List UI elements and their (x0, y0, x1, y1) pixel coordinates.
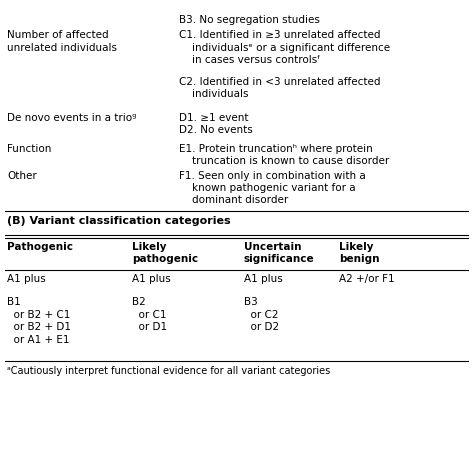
Text: B2
  or C1
  or D1: B2 or C1 or D1 (132, 297, 168, 332)
Text: C2. Identified in <3 unrelated affected
    individuals: C2. Identified in <3 unrelated affected … (179, 77, 381, 99)
Text: B3
  or C2
  or D2: B3 or C2 or D2 (244, 297, 279, 332)
Text: Uncertain
significance: Uncertain significance (244, 242, 315, 264)
Text: A1 plus: A1 plus (244, 274, 283, 284)
Text: D1. ≥1 event
D2. No events: D1. ≥1 event D2. No events (179, 112, 253, 135)
Text: De novo events in a trioᵍ: De novo events in a trioᵍ (7, 112, 137, 122)
Text: Function: Function (7, 144, 52, 154)
Text: Number of affected
unrelated individuals: Number of affected unrelated individuals (7, 30, 117, 53)
Text: Pathogenic: Pathogenic (7, 242, 73, 252)
Text: Likely
benign: Likely benign (339, 242, 380, 264)
Text: A2 +/or F1: A2 +/or F1 (339, 274, 395, 284)
Text: B1
  or B2 + C1
  or B2 + D1
  or A1 + E1: B1 or B2 + C1 or B2 + D1 or A1 + E1 (7, 297, 71, 345)
Text: E1. Protein truncationʰ where protein
    truncation is known to cause disorder: E1. Protein truncationʰ where protein tr… (179, 144, 389, 166)
Text: C1. Identified in ≥3 unrelated affected
    individualsᵉ or a significant differ: C1. Identified in ≥3 unrelated affected … (179, 30, 390, 65)
Text: Other: Other (7, 171, 37, 181)
Text: Likely
pathogenic: Likely pathogenic (132, 242, 199, 264)
Text: B3. No segregation studies: B3. No segregation studies (179, 15, 320, 25)
Text: ᵃCautiously interpret functional evidence for all variant categories: ᵃCautiously interpret functional evidenc… (7, 366, 330, 376)
Text: A1 plus: A1 plus (132, 274, 171, 284)
Text: F1. Seen only in combination with a
    known pathogenic variant for a
    domin: F1. Seen only in combination with a know… (179, 171, 365, 205)
Text: (B) Variant classification categories: (B) Variant classification categories (7, 216, 231, 226)
Text: A1 plus: A1 plus (7, 274, 46, 284)
